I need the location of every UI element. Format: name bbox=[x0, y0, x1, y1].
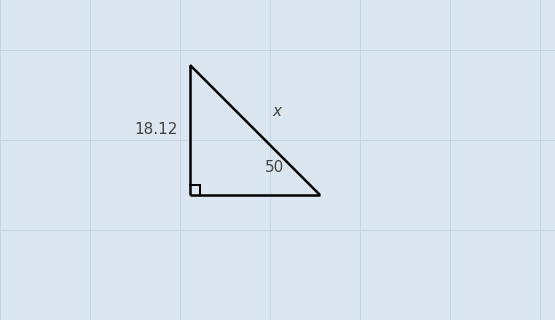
Text: 50: 50 bbox=[265, 160, 285, 175]
Text: x: x bbox=[273, 105, 281, 119]
Text: 18.12: 18.12 bbox=[135, 123, 178, 138]
